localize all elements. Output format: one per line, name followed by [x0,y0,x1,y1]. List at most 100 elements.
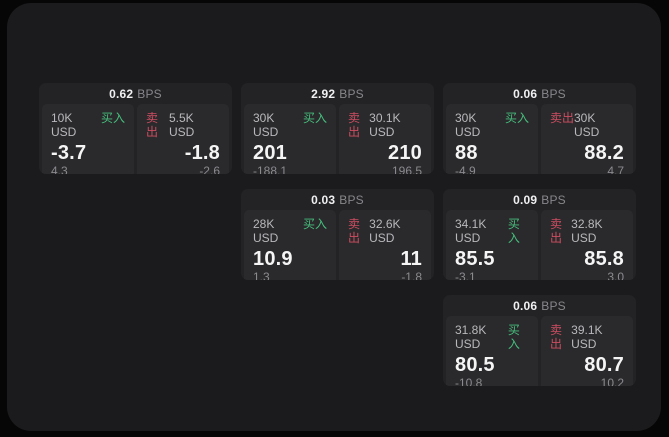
sell-price: 88.2 [584,142,624,164]
sell-tile-header: 卖出 30K USD [550,111,624,139]
sell-tile[interactable]: 卖出 39.1K USD 80.7 10.2 [541,316,633,386]
sell-label: 卖出 [550,217,563,245]
card-header: 2.92 BPS [241,83,434,104]
buy-label: 买入 [303,111,328,125]
card-header: 0.62 BPS [39,83,232,104]
buy-tile[interactable]: 10K USD 买入 -3.7 4.3 [42,104,134,174]
app-window: 0.62 BPS 10K USD 买入 -3.7 4.3 卖出 5.5K USD… [7,3,661,431]
card-body: 31.8K USD 买入 80.5 -10.8 卖出 39.1K USD 80.… [443,316,636,386]
sell-price: 11 [400,248,422,270]
quote-card: 0.06 BPS 31.8K USD 买入 80.5 -10.8 卖出 39.1… [443,295,636,386]
sell-price: 210 [388,142,422,164]
buy-tile-header: 31.8K USD 买入 [455,323,529,351]
sell-delta: -1.8 [401,270,422,281]
sell-tile-header: 卖出 30.1K USD [348,111,422,139]
card-header: 0.03 BPS [241,189,434,210]
buy-size-label: 28K USD [253,217,279,245]
card-body: 28K USD 买入 10.9 1.3 卖出 32.6K USD 11 -1.8 [241,210,434,280]
buy-price: 201 [253,142,287,164]
sell-label: 卖出 [550,111,575,125]
card-body: 34.1K USD 买入 85.5 -3.1 卖出 32.8K USD 85.8… [443,210,636,280]
bps-value: 0.06 [513,86,538,101]
buy-label: 买入 [507,217,520,245]
sell-delta: 3.0 [607,270,624,281]
quote-card: 0.62 BPS 10K USD 买入 -3.7 4.3 卖出 5.5K USD… [39,83,232,174]
card-header: 0.09 BPS [443,189,636,210]
buy-tile[interactable]: 30K USD 买入 88 -4.9 [446,104,538,174]
bps-value: 0.62 [109,86,134,101]
buy-tile-header: 30K USD 买入 [253,111,327,139]
sell-tile[interactable]: 卖出 32.6K USD 11 -1.8 [339,210,431,280]
sell-price: 80.7 [584,354,624,376]
sell-delta: 196.5 [391,164,422,175]
buy-delta: -10.8 [455,376,483,387]
quote-card: 0.09 BPS 34.1K USD 买入 85.5 -3.1 卖出 32.8K… [443,189,636,280]
buy-tile-header: 34.1K USD 买入 [455,217,529,245]
buy-delta: 1.3 [253,270,270,281]
sell-tile[interactable]: 卖出 32.8K USD 85.8 3.0 [541,210,633,280]
buy-price: 88 [455,142,478,164]
sell-size-label: 39.1K USD [571,323,603,351]
sell-label: 卖出 [348,111,361,139]
buy-label: 买入 [505,111,530,125]
buy-tile-header: 28K USD 买入 [253,217,327,245]
buy-tile-header: 10K USD 买入 [51,111,125,139]
sell-tile[interactable]: 卖出 30.1K USD 210 196.5 [339,104,431,174]
buy-size-label: 30K USD [455,111,481,139]
buy-label: 买入 [507,323,520,351]
sell-delta: 4.7 [607,164,624,175]
buy-delta: -4.9 [455,164,476,175]
bps-value: 2.92 [311,86,336,101]
buy-label: 买入 [101,111,126,125]
sell-tile-header: 卖出 32.8K USD [550,217,624,245]
buy-size-label: 31.8K USD [455,323,487,351]
sell-delta: 10.2 [600,376,624,387]
sell-tile-header: 卖出 5.5K USD [146,111,220,139]
card-header: 0.06 BPS [443,295,636,316]
buy-tile[interactable]: 31.8K USD 买入 80.5 -10.8 [446,316,538,386]
sell-tile-header: 卖出 32.6K USD [348,217,422,245]
sell-label: 卖出 [550,323,563,351]
quote-card: 2.92 BPS 30K USD 买入 201 -188.1 卖出 30.1K … [241,83,434,174]
sell-size-label: 30K USD [574,111,600,139]
bps-value: 0.09 [513,192,538,207]
buy-tile[interactable]: 34.1K USD 买入 85.5 -3.1 [446,210,538,280]
sell-size-label: 30.1K USD [369,111,401,139]
quote-card: 0.06 BPS 30K USD 买入 88 -4.9 卖出 30K USD 8… [443,83,636,174]
sell-price: 85.8 [584,248,624,270]
card-header: 0.06 BPS [443,83,636,104]
buy-tile[interactable]: 30K USD 买入 201 -188.1 [244,104,336,174]
bps-unit: BPS [339,86,364,101]
sell-size-label: 32.6K USD [369,217,401,245]
buy-delta: -188.1 [253,164,288,175]
sell-label: 卖出 [348,217,361,245]
bps-unit: BPS [339,192,364,207]
sell-size-label: 32.8K USD [571,217,603,245]
buy-delta: 4.3 [51,164,68,175]
buy-size-label: 10K USD [51,111,77,139]
buy-price: 10.9 [253,248,293,270]
sell-size-label: 5.5K USD [168,111,195,139]
buy-tile-header: 30K USD 买入 [455,111,529,139]
buy-delta: -3.1 [455,270,476,281]
sell-tile[interactable]: 卖出 30K USD 88.2 4.7 [541,104,633,174]
buy-price: 80.5 [455,354,495,376]
sell-label: 卖出 [146,111,159,139]
buy-size-label: 34.1K USD [455,217,487,245]
card-body: 10K USD 买入 -3.7 4.3 卖出 5.5K USD -1.8 -2.… [39,104,232,174]
buy-label: 买入 [303,217,328,231]
bps-unit: BPS [541,298,566,313]
sell-delta: -2.6 [199,164,220,175]
sell-tile-header: 卖出 39.1K USD [550,323,624,351]
card-body: 30K USD 买入 88 -4.9 卖出 30K USD 88.2 4.7 [443,104,636,174]
buy-size-label: 30K USD [253,111,279,139]
quote-card: 0.03 BPS 28K USD 买入 10.9 1.3 卖出 32.6K US… [241,189,434,280]
bps-unit: BPS [541,192,566,207]
buy-tile[interactable]: 28K USD 买入 10.9 1.3 [244,210,336,280]
sell-price: -1.8 [184,142,220,164]
bps-value: 0.06 [513,298,538,313]
bps-unit: BPS [541,86,566,101]
buy-price: -3.7 [51,142,87,164]
bps-unit: BPS [137,86,162,101]
sell-tile[interactable]: 卖出 5.5K USD -1.8 -2.6 [137,104,229,174]
